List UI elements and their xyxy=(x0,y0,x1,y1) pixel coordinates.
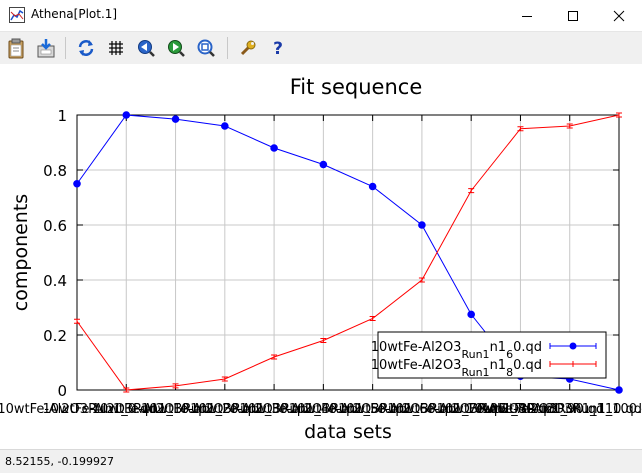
toolbar: ? xyxy=(0,32,642,64)
save-to-disk-icon xyxy=(37,39,55,58)
status-bar: 8.52155, -0.199927 xyxy=(0,449,642,473)
grid-icon xyxy=(109,41,123,55)
svg-text:?: ? xyxy=(273,39,283,58)
title-bar: Athena[Plot.1] xyxy=(0,0,642,32)
wrench-icon xyxy=(240,40,256,56)
window-title: Athena[Plot.1] xyxy=(31,7,118,21)
toolbar-separator xyxy=(227,37,228,59)
clipboard-button[interactable] xyxy=(4,36,28,60)
data-point xyxy=(171,115,180,123)
x-axis-label: data sets xyxy=(304,421,392,443)
maximize-icon xyxy=(568,10,578,21)
data-point xyxy=(221,122,229,130)
legend-box xyxy=(377,331,607,379)
x-tick-label: 10wtFe-Al2O3Run1_110.qd xyxy=(466,402,642,417)
y-tick-label: 0.8 xyxy=(43,162,67,180)
zoom-back-button[interactable] xyxy=(134,36,158,60)
clipboard-icon xyxy=(8,38,24,59)
cursor-coordinates: 8.52155, -0.199927 xyxy=(5,455,114,468)
data-point xyxy=(319,160,328,169)
x-tick-label: 10wtFe-Al2O3Run1_20.qd xyxy=(92,402,260,417)
y-tick-label: 0 xyxy=(57,382,67,400)
data-point xyxy=(467,310,475,319)
legend-swatch-marker xyxy=(569,342,577,350)
app-chart-icon xyxy=(9,7,25,23)
zoom-fit-icon xyxy=(197,39,215,57)
plot-frame xyxy=(76,114,620,391)
zoom-back-icon xyxy=(138,40,155,57)
minimize-button[interactable] xyxy=(504,0,550,31)
data-point xyxy=(368,182,377,191)
data-point xyxy=(615,386,623,394)
y-axis-label: components xyxy=(10,194,32,311)
x-tick-label: 10wtFe-Al2O3Run1_60.qd xyxy=(289,402,457,417)
close-icon xyxy=(613,10,625,21)
refresh-button[interactable] xyxy=(74,36,98,60)
legend-entry-label: 10wtFe-Al2O3Run1n180.qd xyxy=(371,358,542,379)
refresh-icon xyxy=(78,40,94,56)
x-tick-label: 10wtFe-Al2O3Run1_40.qd xyxy=(190,402,358,417)
zoom-fit-button[interactable] xyxy=(194,36,218,60)
grid-toggle-button[interactable] xyxy=(104,36,128,60)
chart-title: Fit sequence xyxy=(290,75,423,99)
data-point xyxy=(270,144,278,152)
y-tick-label: 0.2 xyxy=(43,327,67,345)
help-icon: ? xyxy=(273,39,283,58)
help-button[interactable]: ? xyxy=(266,36,290,60)
y-tick-label: 0.4 xyxy=(43,272,67,290)
x-tick-label: 10wtFe-Al2O3Run1_10.qd xyxy=(42,402,210,417)
fit-sequence-chart[interactable]: 00.20.40.60.8110wtFe-Al2O3Run1_0.qd10wtF… xyxy=(0,64,642,449)
save-to-disk-button[interactable] xyxy=(34,36,58,60)
y-tick-label: 0.6 xyxy=(43,217,67,235)
zoom-forward-icon xyxy=(168,40,185,57)
toolbar-separator xyxy=(65,37,66,59)
close-button[interactable] xyxy=(596,0,642,31)
plot-area[interactable]: 0 0.2 0.4 0.6 0.8 1 10wtFe-Al2O3Run1_0.qd 10wtF… xyxy=(0,64,642,449)
x-tick-label: 10wtFe-Al2O3Run1_50.qd xyxy=(240,402,408,417)
settings-button[interactable] xyxy=(236,36,260,60)
minimize-icon xyxy=(522,15,532,17)
x-tick-label: 10wtFe-Al2O3Run1_90.qd xyxy=(437,402,605,417)
x-tick-label: 10wtFe-Al2O3Run1_70.qd xyxy=(338,402,506,417)
data-point xyxy=(73,179,81,188)
data-point xyxy=(122,111,131,119)
x-tick-label: 10wtFe-Al2O3Run1_30.qd xyxy=(141,402,309,417)
x-tick-label: 10wtFe-Al2O3Run1_80.qd xyxy=(387,402,555,417)
x-tick-label: 10wtFe-Al2O3Run1_100.qd xyxy=(482,402,642,417)
series-line xyxy=(76,114,620,391)
y-tick-label: 1 xyxy=(57,107,67,125)
x-tick-label: 10wtFe-Al2O3Run1_0.qd xyxy=(0,402,157,417)
data-point xyxy=(418,221,426,229)
legend-entry-label: 10wtFe-Al2O3Run1n160.qd xyxy=(371,340,542,361)
zoom-forward-button[interactable] xyxy=(164,36,188,60)
maximize-button[interactable] xyxy=(550,0,596,31)
